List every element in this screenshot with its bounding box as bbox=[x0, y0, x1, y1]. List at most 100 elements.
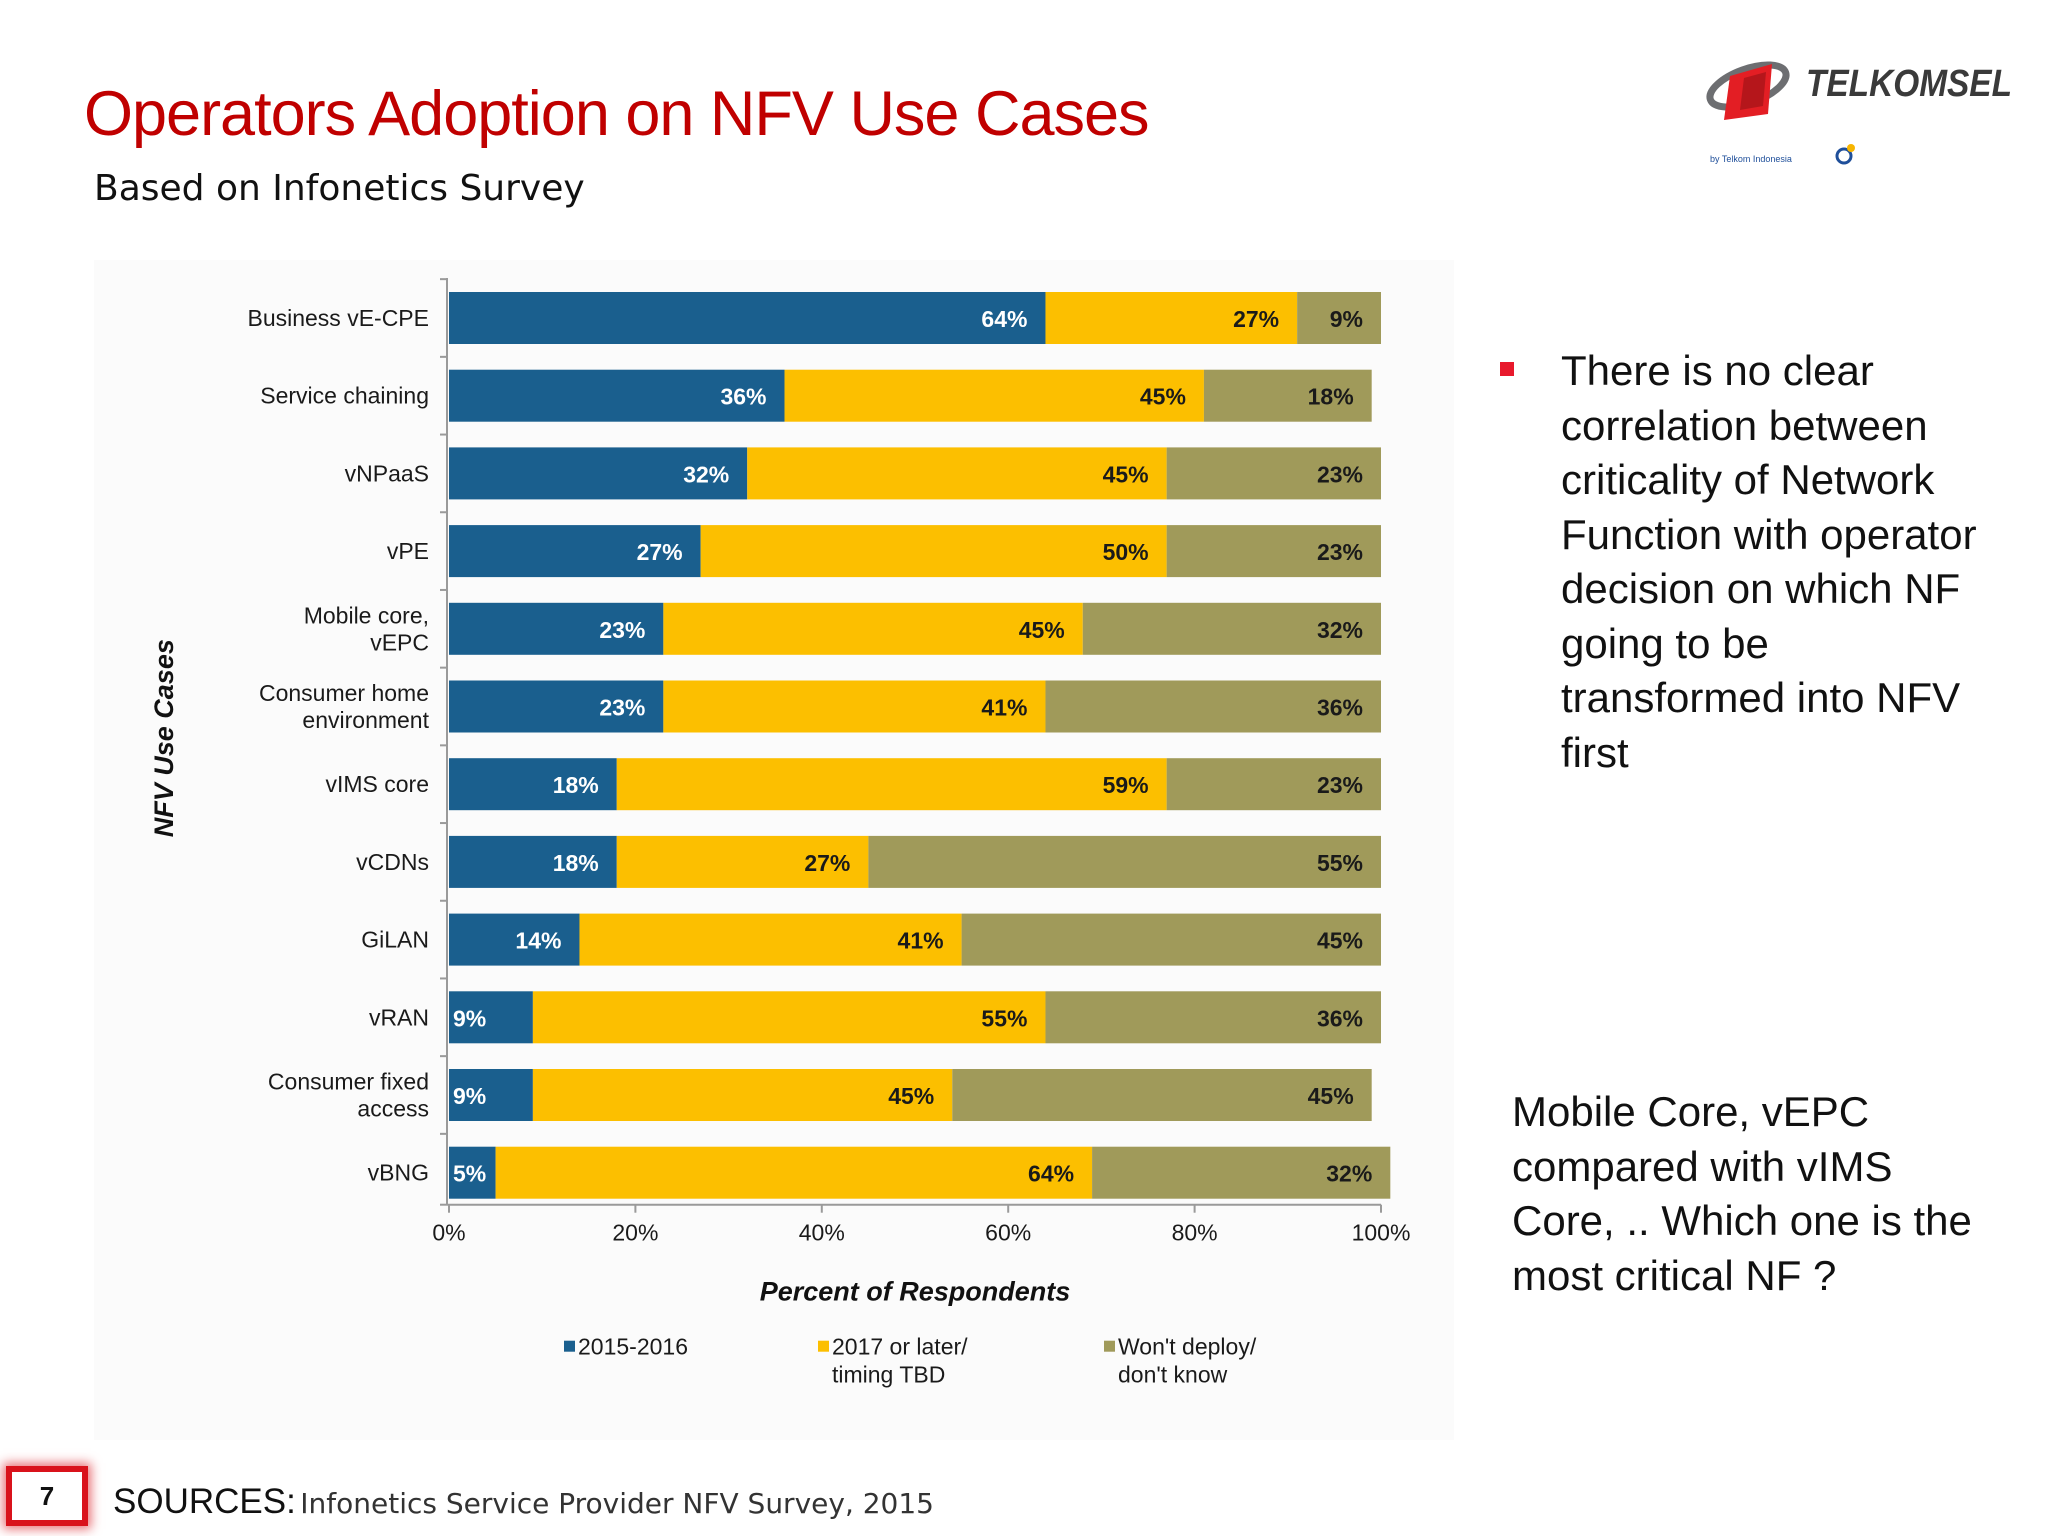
bar-segment bbox=[700, 525, 1167, 578]
data-label: 41% bbox=[981, 695, 1027, 721]
bar-segment bbox=[449, 991, 533, 1044]
slide-title: Operators Adoption on NFV Use Cases bbox=[84, 79, 1150, 149]
bar-segment bbox=[952, 1069, 1372, 1121]
bar-segment bbox=[1166, 525, 1381, 578]
category-label: vNPaaS bbox=[345, 460, 429, 486]
bar-segment bbox=[1092, 1146, 1391, 1199]
telkomsel-logo: TELKOMSEL by Telkom Indonesia bbox=[1706, 61, 2012, 165]
bullet-marker bbox=[1500, 362, 1514, 376]
bar-segment bbox=[868, 835, 1381, 888]
bar-segment bbox=[616, 758, 1167, 811]
bar-segment bbox=[449, 525, 701, 578]
stacked-bar-chart: 64% 27% 9% Business vE-CPE 36% 45% 18% Service … bbox=[149, 278, 1411, 1388]
bar-segment bbox=[532, 991, 1046, 1044]
data-label: 18% bbox=[553, 772, 599, 798]
sources-line: SOURCES: Infonetics Service Provider NFV… bbox=[113, 1482, 934, 1522]
bar-segment bbox=[1203, 369, 1372, 422]
bar-segment bbox=[449, 292, 1046, 344]
bar-segment bbox=[1166, 758, 1381, 811]
bar-segment bbox=[1045, 292, 1298, 344]
legend-swatch bbox=[1104, 1340, 1115, 1352]
data-label: 23% bbox=[1317, 772, 1363, 798]
data-label: 23% bbox=[1317, 461, 1363, 487]
sources-text: Infonetics Service Provider NFV Survey, … bbox=[300, 1487, 934, 1520]
x-tick-label: 20% bbox=[612, 1220, 658, 1246]
data-label: 23% bbox=[1317, 539, 1363, 565]
data-label: 32% bbox=[1317, 617, 1363, 643]
logo-brand: TELKOMSEL bbox=[1806, 63, 2012, 105]
x-axis-title: Percent of Respondents bbox=[760, 1277, 1071, 1307]
bar-segment bbox=[616, 835, 869, 888]
legend-label: 2015-2016 bbox=[578, 1334, 688, 1360]
data-label: 9% bbox=[453, 1005, 486, 1031]
data-label: 5% bbox=[453, 1161, 486, 1187]
bar-segment bbox=[784, 369, 1204, 422]
data-label: 27% bbox=[1233, 306, 1279, 332]
bar-segment bbox=[1297, 292, 1381, 344]
data-label: 18% bbox=[553, 850, 599, 876]
data-label: 32% bbox=[1326, 1161, 1372, 1187]
data-label: 45% bbox=[1019, 617, 1065, 643]
bar-segment bbox=[449, 680, 664, 733]
category-label: vCDNs bbox=[356, 849, 429, 875]
data-label: 36% bbox=[1317, 1005, 1363, 1031]
data-label: 9% bbox=[453, 1083, 486, 1109]
sources-label: SOURCES: bbox=[113, 1482, 296, 1521]
data-label: 64% bbox=[1028, 1161, 1074, 1187]
data-label: 41% bbox=[898, 928, 944, 954]
y-axis-title: NFV Use Cases bbox=[149, 639, 179, 837]
category-label: Consumer home environment bbox=[259, 680, 430, 733]
legend-swatch bbox=[564, 1340, 575, 1352]
bar-segment bbox=[663, 680, 1046, 733]
data-label: 36% bbox=[720, 384, 766, 410]
data-label: 45% bbox=[1308, 1083, 1354, 1109]
bullet-text: There is no clear correlation between cr… bbox=[1561, 347, 1977, 776]
bar-segment bbox=[449, 1146, 496, 1199]
data-label: 50% bbox=[1103, 539, 1149, 565]
slide-subtitle: Based on Infonetics Survey bbox=[94, 168, 585, 209]
bar-segment bbox=[449, 447, 748, 500]
question-text: Mobile Core, vEPC compared with vIMS Cor… bbox=[1512, 1088, 1972, 1299]
data-label: 45% bbox=[1140, 384, 1186, 410]
bar-segment bbox=[495, 1146, 1093, 1199]
category-label: vIMS core bbox=[325, 771, 429, 797]
category-label: GiLAN bbox=[361, 927, 429, 953]
data-label: 23% bbox=[599, 617, 645, 643]
data-label: 45% bbox=[888, 1083, 934, 1109]
x-tick-label: 40% bbox=[799, 1220, 845, 1246]
data-label: 45% bbox=[1317, 928, 1363, 954]
data-label: 59% bbox=[1103, 772, 1149, 798]
data-label: 36% bbox=[1317, 695, 1363, 721]
legend-swatch bbox=[818, 1340, 829, 1352]
category-label: Business vE-CPE bbox=[247, 305, 429, 331]
data-label: 55% bbox=[1317, 850, 1363, 876]
category-label: vBNG bbox=[368, 1160, 429, 1186]
data-label: 45% bbox=[1103, 461, 1149, 487]
category-label: Consumer fixed access bbox=[268, 1069, 429, 1122]
data-label: 64% bbox=[981, 306, 1027, 332]
bar-segment bbox=[1082, 602, 1381, 655]
logo-tagline: by Telkom Indonesia bbox=[1710, 154, 1792, 164]
data-label: 18% bbox=[1308, 384, 1354, 410]
bar-segment bbox=[449, 602, 664, 655]
x-tick-label: 60% bbox=[985, 1220, 1031, 1246]
bar-segment bbox=[449, 1069, 533, 1121]
category-label: vPE bbox=[387, 538, 429, 564]
bar-segment bbox=[663, 602, 1083, 655]
data-label: 23% bbox=[599, 695, 645, 721]
bar-segment bbox=[579, 913, 962, 966]
bar-segment bbox=[961, 913, 1381, 966]
data-label: 9% bbox=[1330, 306, 1363, 332]
bar-segment bbox=[449, 835, 617, 888]
data-label: 27% bbox=[637, 539, 683, 565]
bar-segment bbox=[1045, 991, 1381, 1044]
legend-label: Won't deploy/don't know bbox=[1118, 1334, 1257, 1388]
data-label: 27% bbox=[804, 850, 850, 876]
bar-segment bbox=[532, 1069, 953, 1121]
category-label: Mobile core, vEPC bbox=[304, 602, 429, 655]
bar-segment bbox=[449, 758, 617, 811]
x-tick-label: 0% bbox=[432, 1220, 465, 1246]
page-number: 7 bbox=[6, 1466, 88, 1526]
x-tick-label: 100% bbox=[1352, 1220, 1411, 1246]
category-label: vRAN bbox=[369, 1004, 429, 1030]
